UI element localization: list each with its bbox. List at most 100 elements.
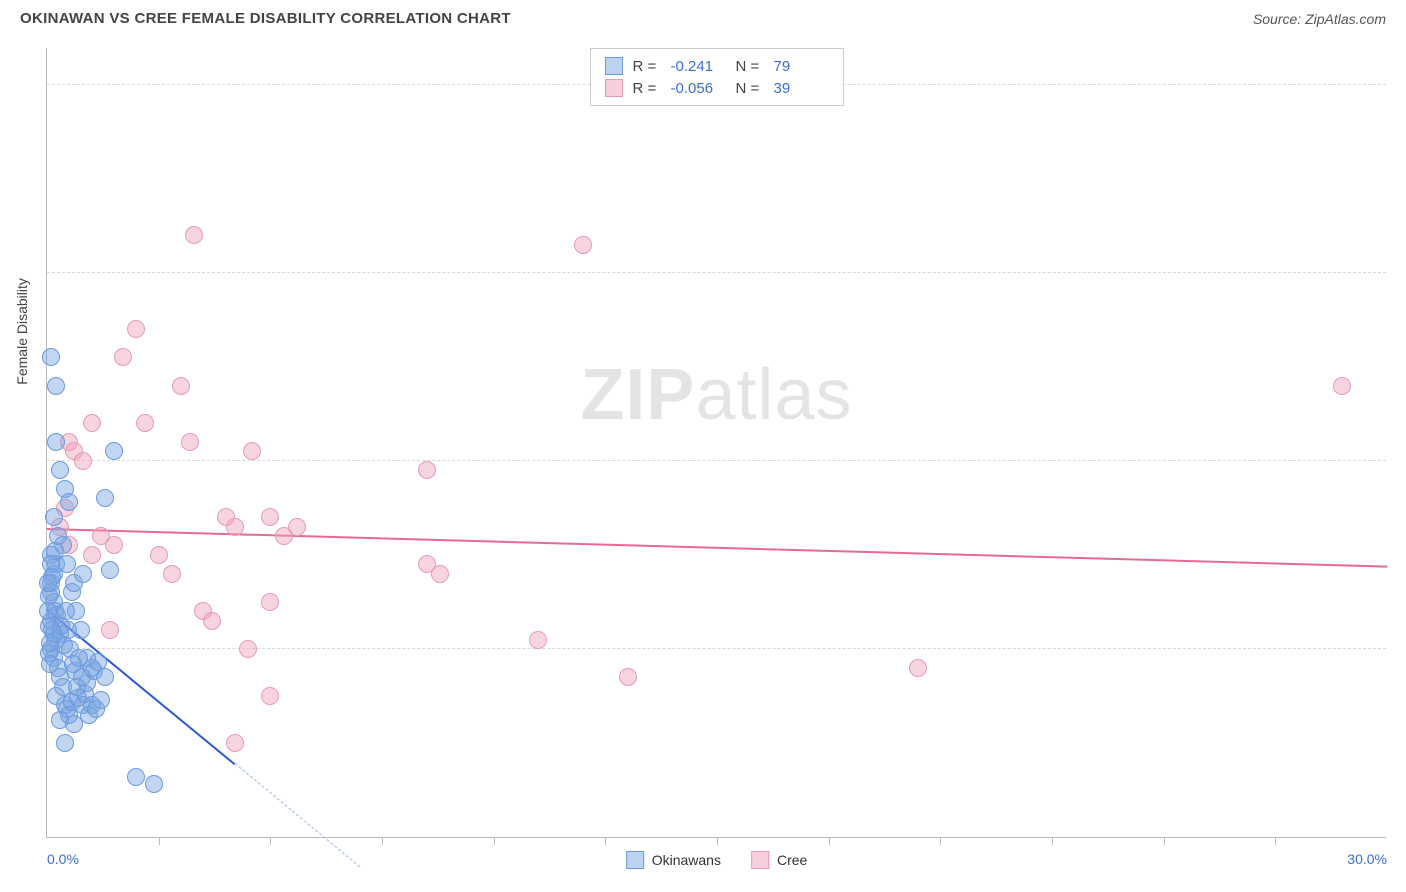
- data-point-okinawans: [60, 493, 78, 511]
- trendline: [47, 528, 1387, 568]
- xtick: [1052, 837, 1053, 845]
- data-point-cree: [163, 565, 181, 583]
- watermark-bold: ZIP: [580, 355, 695, 435]
- chart-source: Source: ZipAtlas.com: [1253, 11, 1386, 27]
- data-point-cree: [1333, 377, 1351, 395]
- stats-r-okinawans: -0.241: [671, 58, 726, 75]
- watermark: ZIPatlas: [580, 354, 852, 436]
- ytick-label: 30.0%: [1391, 265, 1406, 281]
- stats-r-label: R =: [633, 80, 661, 97]
- data-point-cree: [239, 640, 257, 658]
- data-point-okinawans: [127, 768, 145, 786]
- data-point-cree: [83, 546, 101, 564]
- data-point-okinawans: [96, 489, 114, 507]
- stats-row-cree: R = -0.056 N = 39: [605, 77, 829, 99]
- legend-label-okinawans: Okinawans: [652, 852, 721, 868]
- data-point-okinawans: [41, 634, 59, 652]
- data-point-okinawans: [73, 668, 91, 686]
- data-point-cree: [261, 687, 279, 705]
- legend: Okinawans Cree: [626, 851, 808, 869]
- correlation-stats-box: R = -0.241 N = 79 R = -0.056 N = 39: [590, 48, 844, 106]
- data-point-cree: [83, 414, 101, 432]
- data-point-cree: [101, 621, 119, 639]
- data-point-cree: [418, 461, 436, 479]
- data-point-cree: [243, 442, 261, 460]
- data-point-cree: [226, 734, 244, 752]
- ytick-label: 40.0%: [1391, 77, 1406, 93]
- data-point-okinawans: [105, 442, 123, 460]
- data-point-cree: [92, 527, 110, 545]
- legend-item-okinawans: Okinawans: [626, 851, 721, 869]
- data-point-okinawans: [145, 775, 163, 793]
- xtick: [605, 837, 606, 845]
- trendline: [234, 763, 360, 867]
- xtick-label: 30.0%: [1347, 851, 1387, 867]
- xtick: [494, 837, 495, 845]
- data-point-cree: [181, 433, 199, 451]
- gridline: [47, 272, 1386, 273]
- data-point-cree: [909, 659, 927, 677]
- data-point-cree: [127, 320, 145, 338]
- stats-n-cree: 39: [774, 80, 829, 97]
- data-point-cree: [574, 236, 592, 254]
- data-point-okinawans: [56, 734, 74, 752]
- legend-item-cree: Cree: [751, 851, 807, 869]
- data-point-cree: [261, 508, 279, 526]
- data-point-okinawans: [51, 461, 69, 479]
- swatch-okinawans-icon: [605, 57, 623, 75]
- swatch-cree-icon: [605, 79, 623, 97]
- data-point-okinawans: [96, 668, 114, 686]
- data-point-okinawans: [47, 433, 65, 451]
- stats-n-okinawans: 79: [774, 58, 829, 75]
- data-point-okinawans: [46, 542, 64, 560]
- xtick: [382, 837, 383, 845]
- y-axis-label: Female Disability: [14, 278, 30, 385]
- data-point-okinawans: [39, 574, 57, 592]
- stats-r-cree: -0.056: [671, 80, 726, 97]
- data-point-cree: [150, 546, 168, 564]
- data-point-okinawans: [42, 348, 60, 366]
- xtick: [940, 837, 941, 845]
- data-point-cree: [619, 668, 637, 686]
- xtick: [270, 837, 271, 845]
- xtick-label: 0.0%: [47, 851, 79, 867]
- data-point-cree: [529, 631, 547, 649]
- watermark-light: atlas: [695, 355, 852, 435]
- data-point-okinawans: [57, 602, 75, 620]
- xtick: [717, 837, 718, 845]
- legend-label-cree: Cree: [777, 852, 807, 868]
- data-point-cree: [136, 414, 154, 432]
- xtick: [159, 837, 160, 845]
- data-point-okinawans: [40, 617, 58, 635]
- data-point-cree: [226, 518, 244, 536]
- xtick: [1164, 837, 1165, 845]
- stats-n-label: N =: [736, 58, 764, 75]
- data-point-okinawans: [47, 377, 65, 395]
- data-point-cree: [288, 518, 306, 536]
- ytick-label: 20.0%: [1391, 453, 1406, 469]
- legend-swatch-cree-icon: [751, 851, 769, 869]
- data-point-okinawans: [45, 508, 63, 526]
- data-point-cree: [431, 565, 449, 583]
- data-point-okinawans: [70, 649, 88, 667]
- data-point-cree: [74, 452, 92, 470]
- stats-r-label: R =: [633, 58, 661, 75]
- legend-swatch-okinawans-icon: [626, 851, 644, 869]
- stats-row-okinawans: R = -0.241 N = 79: [605, 55, 829, 77]
- data-point-cree: [185, 226, 203, 244]
- data-point-cree: [114, 348, 132, 366]
- stats-n-label: N =: [736, 80, 764, 97]
- data-point-okinawans: [92, 691, 110, 709]
- scatter-chart: ZIPatlas R = -0.241 N = 79 R = -0.056 N …: [46, 48, 1386, 838]
- data-point-cree: [261, 593, 279, 611]
- gridline: [47, 460, 1386, 461]
- xtick: [1275, 837, 1276, 845]
- xtick: [829, 837, 830, 845]
- chart-title: OKINAWAN VS CREE FEMALE DISABILITY CORRE…: [20, 10, 511, 27]
- data-point-cree: [172, 377, 190, 395]
- data-point-cree: [203, 612, 221, 630]
- data-point-okinawans: [74, 565, 92, 583]
- ytick-label: 10.0%: [1391, 641, 1406, 657]
- data-point-okinawans: [101, 561, 119, 579]
- data-point-okinawans: [41, 655, 59, 673]
